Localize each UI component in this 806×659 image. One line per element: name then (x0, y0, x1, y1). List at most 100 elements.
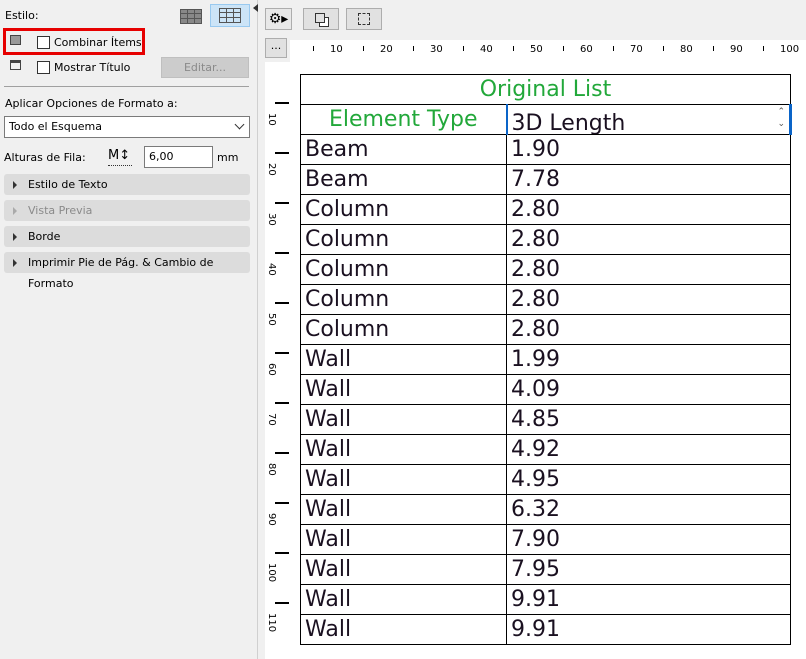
table-grid-icon (180, 9, 202, 24)
section-border[interactable]: Borde (4, 226, 250, 247)
row-height-input[interactable]: 6,00 (144, 146, 213, 168)
table-row: Column 2.80 (300, 224, 791, 255)
expand-arrow-icon (13, 259, 17, 267)
section-label: Borde (28, 230, 61, 243)
cell-element-type[interactable]: Column (300, 284, 507, 315)
cell-element-type[interactable]: Column (300, 254, 507, 285)
ruler-tick (275, 452, 289, 454)
ruler-tick (275, 352, 289, 354)
cell-element-type[interactable]: Column (300, 224, 507, 255)
style-grid-button-1[interactable] (172, 5, 208, 27)
ruler-label: 100 (266, 563, 277, 583)
table-row: Wall 4.85 (300, 404, 791, 435)
merge-items-checkbox[interactable] (37, 36, 50, 49)
settings-gear-button[interactable]: ⚙▸ (265, 8, 292, 30)
ruler-label: 110 (266, 613, 277, 633)
ruler-tick (275, 302, 289, 304)
table-title[interactable]: Original List (300, 74, 791, 105)
cell-element-type[interactable]: Beam (300, 134, 507, 165)
row-height-unit: mm (217, 151, 239, 164)
section-preview[interactable]: Vista Previa (4, 200, 250, 221)
cell-3d-length[interactable]: 4.92 (506, 434, 791, 465)
show-title-checkbox[interactable] (37, 61, 50, 74)
ruler-label: 40 (480, 44, 493, 55)
cell-3d-length[interactable]: 4.95 (506, 464, 791, 495)
ruler-tick (275, 602, 289, 604)
schedule-table: Original List Element Type 3D Length ⌃ ⌄ B… (300, 74, 792, 645)
stepper-arrows-icon[interactable]: ⌃ ⌄ (777, 107, 785, 129)
ruler-tick (463, 46, 464, 51)
cell-element-type[interactable]: Wall (300, 494, 507, 525)
3d-view-button[interactable] (346, 8, 382, 30)
section-label: Estilo de Texto (28, 178, 108, 191)
ruler-tick (275, 102, 289, 104)
cell-3d-length[interactable]: 2.80 (506, 254, 791, 285)
cell-3d-length[interactable]: 7.90 (506, 524, 791, 555)
ruler-label: 80 (266, 463, 277, 476)
cell-3d-length[interactable]: 9.91 (506, 584, 791, 615)
table-row: Wall 4.95 (300, 464, 791, 495)
table-row: Wall 7.95 (300, 554, 791, 585)
ruler-label: 50 (266, 313, 277, 326)
style-grid-button-2[interactable] (210, 4, 250, 27)
edit-button[interactable]: Editar... (161, 57, 249, 78)
chevron-down-icon (234, 119, 245, 130)
cell-element-type[interactable]: Wall (300, 554, 507, 585)
ruler-label: 30 (430, 44, 443, 55)
ruler-label: 10 (266, 113, 277, 126)
ruler-label: 60 (580, 44, 593, 55)
cell-element-type[interactable]: Wall (300, 434, 507, 465)
cell-element-type[interactable]: Column (300, 314, 507, 345)
table-row: Beam 7.78 (300, 164, 791, 195)
table-row: Beam 1.90 (300, 134, 791, 165)
ruler-label: 20 (380, 44, 393, 55)
ruler-tick (713, 46, 714, 51)
cell-element-type[interactable]: Wall (300, 464, 507, 495)
merge-items-icon (10, 35, 21, 45)
section-label: Vista Previa (28, 204, 93, 217)
section-print-footer[interactable]: Imprimir Pie de Pág. & Cambio de Formato (4, 252, 250, 290)
style-label: Estilo: (5, 9, 39, 22)
format-options-panel: Estilo: Combinar Ítems Mostrar Título Ed… (0, 0, 258, 659)
cell-element-type[interactable]: Wall (300, 614, 507, 645)
cell-element-type[interactable]: Wall (300, 374, 507, 405)
cell-3d-length[interactable]: 9.91 (506, 614, 791, 645)
cell-3d-length[interactable]: 4.85 (506, 404, 791, 435)
show-title-icon (10, 60, 21, 70)
cell-element-type[interactable]: Wall (300, 404, 507, 435)
divider (4, 86, 249, 87)
cell-3d-length[interactable]: 6.32 (506, 494, 791, 525)
cell-3d-length[interactable]: 4.09 (506, 374, 791, 405)
expand-arrow-icon (13, 207, 17, 215)
ruler-tick (275, 552, 289, 554)
ruler-label: 60 (266, 363, 277, 376)
cell-3d-length[interactable]: 2.80 (506, 314, 791, 345)
cell-element-type[interactable]: Beam (300, 164, 507, 195)
section-text-style[interactable]: Estilo de Texto (4, 174, 250, 195)
more-button[interactable]: ... (265, 38, 287, 58)
cell-3d-length[interactable]: 1.99 (506, 344, 791, 375)
cell-element-type[interactable]: Wall (300, 344, 507, 375)
ruler-label: 70 (266, 413, 277, 426)
table-row: Wall 9.91 (300, 614, 791, 645)
cell-3d-length[interactable]: 7.95 (506, 554, 791, 585)
cell-element-type[interactable]: Column (300, 194, 507, 225)
header-3d-length[interactable]: 3D Length ⌃ ⌄ (505, 104, 792, 135)
header-element-type[interactable]: Element Type (300, 104, 507, 135)
cell-element-type[interactable]: Wall (300, 524, 507, 555)
cell-3d-length[interactable]: 7.78 (506, 164, 791, 195)
collapse-panel-arrow-icon[interactable] (253, 4, 258, 12)
table-row: Column 2.80 (300, 254, 791, 285)
ruler-tick (275, 502, 289, 504)
ruler-label: 70 (630, 44, 643, 55)
cell-3d-length[interactable]: 2.80 (506, 224, 791, 255)
apply-select[interactable]: Todo el Esquema (4, 116, 250, 138)
fit-page-button[interactable] (303, 8, 339, 30)
cell-3d-length[interactable]: 2.80 (506, 284, 791, 315)
merge-items-label: Combinar Ítems (54, 36, 142, 49)
apply-select-value: Todo el Esquema (9, 120, 102, 133)
cell-element-type[interactable]: Wall (300, 584, 507, 615)
cell-3d-length[interactable]: 1.90 (506, 134, 791, 165)
cell-3d-length[interactable]: 2.80 (506, 194, 791, 225)
table-row: Column 2.80 (300, 314, 791, 345)
